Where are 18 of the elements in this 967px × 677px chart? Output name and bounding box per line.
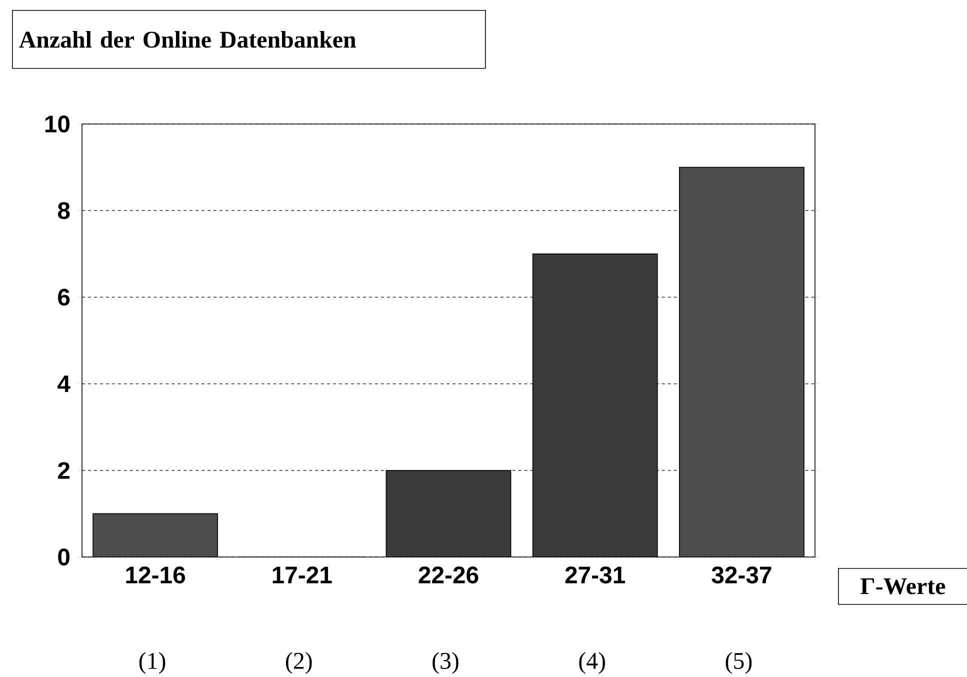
- y-tick-label: 4: [58, 376, 70, 392]
- x-tick-label: 17-21: [272, 566, 332, 584]
- text: (3): [432, 652, 458, 674]
- x-tick-label: 22-26: [418, 566, 478, 584]
- y-tick-label: 6: [58, 288, 70, 306]
- text: (5): [726, 652, 752, 674]
- y-tick-label: 2: [58, 462, 70, 479]
- x-tick-label: 32-37: [712, 566, 772, 584]
- x-axis-title: Γ-Werte: [860, 578, 946, 594]
- x-tick-label: 12-16: [126, 566, 186, 584]
- y-tick-label: 10: [45, 116, 70, 132]
- chart-title: Anzahl der Online Datenbanken: [19, 30, 356, 48]
- text: (2): [286, 652, 312, 674]
- text: (4): [579, 652, 605, 674]
- y-tick-label: 8: [58, 202, 70, 220]
- y-tick-label: 0: [58, 548, 70, 566]
- text: (1): [139, 652, 166, 674]
- x-tick-label: 27-31: [565, 566, 625, 584]
